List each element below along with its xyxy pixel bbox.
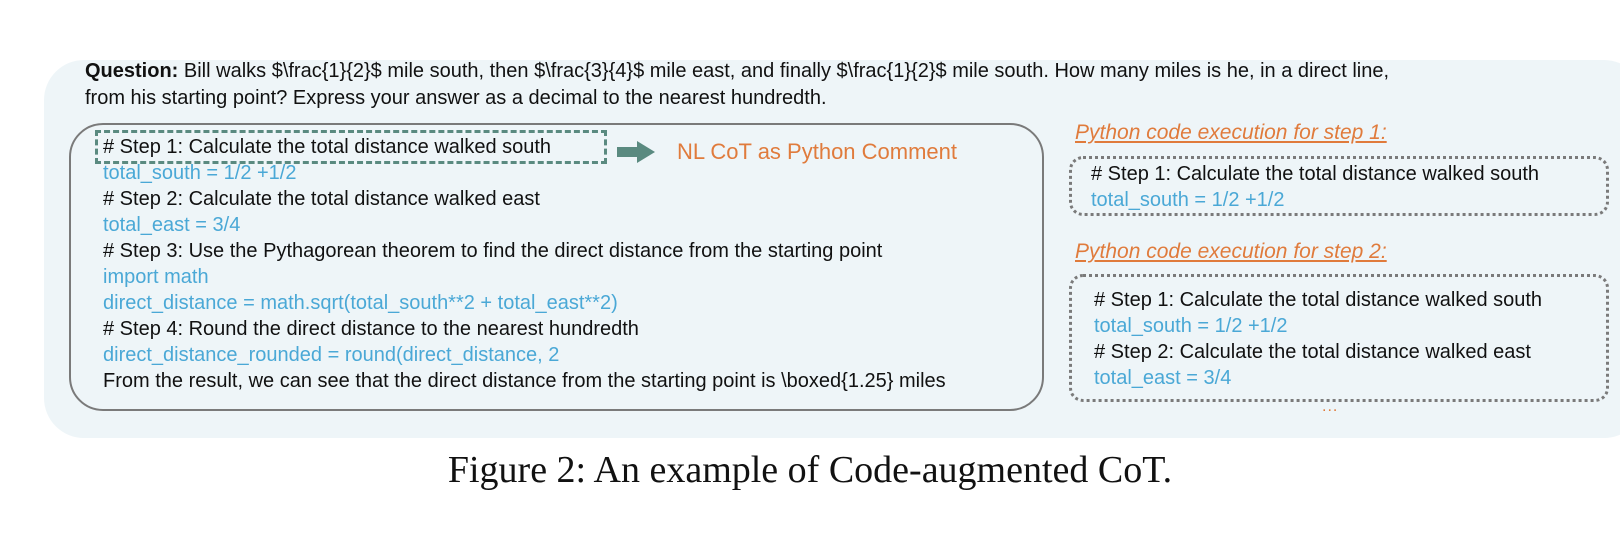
exec2-line-step2-comment: # Step 2: Calculate the total distance w… <box>1094 341 1531 363</box>
main-line-import: import math <box>103 266 209 288</box>
continuation-ellipsis: ... <box>1322 398 1339 415</box>
highlight-dashed-box <box>95 130 607 164</box>
exec1-line-comment: # Step 1: Calculate the total distance w… <box>1091 163 1540 185</box>
exec1-title: Python code execution for step 1: <box>1075 121 1387 144</box>
main-line-total-east: total_east = 3/4 <box>103 214 241 236</box>
main-line-step3-comment: # Step 3: Use the Pythagorean theorem to… <box>103 240 883 262</box>
question-line-2: from his starting point? Express your an… <box>85 87 827 109</box>
annotation-label: NL CoT as Python Comment <box>677 139 958 164</box>
exec2-title: Python code execution for step 2: <box>1075 240 1387 263</box>
cot-code-box <box>69 123 1044 411</box>
main-line-step2-comment: # Step 2: Calculate the total distance w… <box>103 188 540 210</box>
arrow-right-icon <box>617 141 655 163</box>
main-line-step4-comment: # Step 4: Round the direct distance to t… <box>103 318 639 340</box>
exec2-line-total-south: total_south = 1/2 +1/2 <box>1094 315 1288 337</box>
question-text: Question: Bill walks $\frac{1}{2}$ mile … <box>85 58 1525 112</box>
exec2-line-step1-comment: # Step 1: Calculate the total distance w… <box>1094 289 1543 311</box>
main-line-total-south: total_south = 1/2 +1/2 <box>103 162 297 184</box>
exec1-line-code: total_south = 1/2 +1/2 <box>1091 189 1285 211</box>
main-line-result: From the result, we can see that the dir… <box>103 370 946 392</box>
main-line-rounded: direct_distance_rounded = round(direct_d… <box>103 344 560 366</box>
exec1-box <box>1069 156 1609 216</box>
question-line-1: Bill walks $\frac{1}{2}$ mile south, the… <box>178 60 1390 82</box>
main-line-step1-comment: # Step 1: Calculate the total distance w… <box>103 136 552 158</box>
exec2-box <box>1069 274 1609 402</box>
figure-caption: Figure 2: An example of Code-augmented C… <box>447 449 1173 491</box>
question-label: Question: <box>85 60 179 82</box>
exec2-line-total-east: total_east = 3/4 <box>1094 367 1232 389</box>
main-line-direct-distance: direct_distance = math.sqrt(total_south*… <box>103 292 618 314</box>
